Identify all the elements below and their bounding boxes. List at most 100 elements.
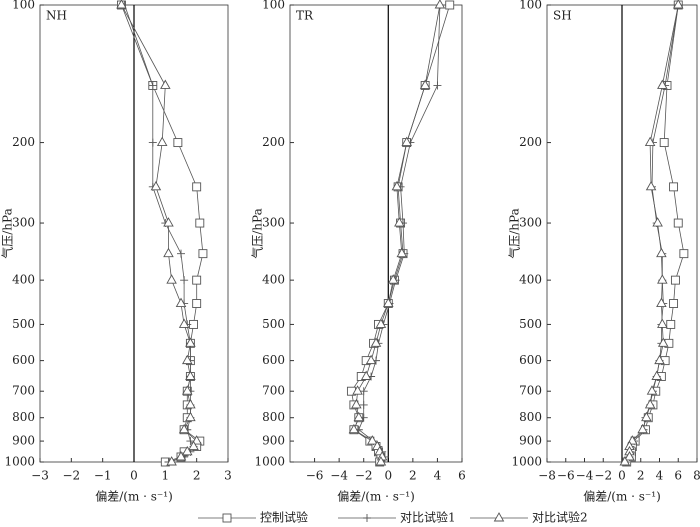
square-marker bbox=[673, 218, 683, 228]
square-marker bbox=[195, 218, 205, 228]
y-tick-label: 600 bbox=[519, 353, 542, 367]
y-tick-label: 100 bbox=[262, 0, 285, 12]
triangle-marker bbox=[657, 318, 668, 328]
triangle-marker bbox=[163, 247, 174, 258]
y-tick-label: 400 bbox=[519, 273, 542, 287]
x-axis-label: 偏差/(m · s⁻¹) bbox=[337, 489, 415, 504]
y-tick-label: 900 bbox=[12, 434, 35, 448]
triangle-marker bbox=[178, 423, 190, 434]
triangle-marker bbox=[656, 247, 667, 258]
x-tick-label: 4 bbox=[656, 469, 664, 483]
triangle-marker bbox=[367, 435, 378, 445]
legend-label: 对比试验1 bbox=[400, 510, 456, 525]
triangle-marker bbox=[401, 136, 412, 147]
square-marker bbox=[192, 275, 202, 285]
x-axis-label: 偏差/(m · s⁻¹) bbox=[95, 489, 173, 504]
square-marker bbox=[679, 249, 689, 259]
triangle-marker bbox=[185, 411, 196, 422]
series-line bbox=[358, 4, 441, 463]
y-axis-label: 气压/hPa bbox=[250, 208, 265, 258]
y-axis-label: 气压/hPa bbox=[507, 208, 522, 258]
y-tick-label: 200 bbox=[262, 135, 285, 149]
triangle-marker bbox=[185, 370, 196, 380]
y-tick-label: 600 bbox=[262, 353, 285, 367]
square-marker bbox=[222, 513, 232, 523]
triangle-marker bbox=[160, 79, 171, 89]
triangle-marker bbox=[166, 456, 177, 466]
triangle-marker bbox=[116, 0, 127, 9]
triangle-marker bbox=[672, 0, 684, 9]
series-line bbox=[353, 4, 441, 463]
triangle-marker bbox=[656, 297, 667, 307]
x-tick-label: −2 bbox=[62, 469, 80, 483]
triangle-marker bbox=[637, 423, 648, 434]
triangle-marker bbox=[394, 217, 405, 227]
plus-marker bbox=[363, 514, 371, 522]
y-tick-label: 800 bbox=[262, 410, 285, 424]
x-tick-label: 2 bbox=[637, 469, 645, 483]
square-marker bbox=[659, 138, 669, 148]
panel-title: NH bbox=[46, 9, 67, 23]
square-marker bbox=[669, 299, 679, 308]
triangle-marker bbox=[375, 456, 387, 466]
y-tick-label: 500 bbox=[12, 317, 35, 331]
panel-title: SH bbox=[553, 9, 572, 23]
plus-marker bbox=[148, 138, 157, 147]
y-tick-label: 100 bbox=[12, 0, 35, 12]
plus-marker bbox=[359, 400, 368, 409]
y-tick-label: 200 bbox=[12, 135, 35, 149]
x-tick-label: −3 bbox=[31, 469, 49, 483]
triangle-marker bbox=[175, 297, 187, 307]
triangle-marker bbox=[166, 274, 177, 284]
x-tick-label: −2 bbox=[594, 469, 612, 483]
plus-marker bbox=[433, 81, 442, 90]
y-tick-label: 500 bbox=[262, 317, 285, 331]
y-tick-label: 300 bbox=[12, 216, 35, 230]
triangle-marker bbox=[156, 136, 168, 147]
triangle-marker bbox=[370, 337, 382, 347]
square-marker bbox=[198, 249, 208, 259]
y-tick-label: 800 bbox=[12, 410, 35, 424]
y-tick-label: 700 bbox=[12, 384, 35, 398]
y-tick-label: 900 bbox=[262, 434, 285, 448]
x-tick-label: −1 bbox=[94, 469, 112, 483]
y-tick-label: 300 bbox=[519, 216, 542, 230]
x-tick-label: 2 bbox=[409, 469, 417, 483]
triangle-marker bbox=[185, 398, 196, 409]
y-axis-label: 气压/hPa bbox=[0, 208, 15, 258]
plus-marker bbox=[359, 387, 368, 396]
triangle-marker bbox=[353, 411, 365, 422]
x-tick-label: 3 bbox=[224, 469, 232, 483]
plus-marker bbox=[177, 249, 185, 258]
y-tick-label: 800 bbox=[519, 410, 542, 424]
x-tick-label: −8 bbox=[538, 469, 556, 483]
triangle-marker bbox=[185, 337, 196, 347]
triangle-marker bbox=[645, 180, 657, 191]
square-marker bbox=[173, 138, 183, 148]
triangle-marker bbox=[657, 274, 668, 284]
triangle-marker bbox=[641, 411, 652, 422]
y-tick-label: 300 bbox=[262, 216, 285, 230]
triangle-marker bbox=[351, 398, 362, 409]
x-tick-label: 6 bbox=[458, 469, 466, 483]
triangle-marker bbox=[396, 247, 408, 258]
triangle-marker bbox=[493, 512, 505, 522]
y-tick-label: 1000 bbox=[511, 455, 542, 469]
y-tick-label: 1000 bbox=[254, 455, 285, 469]
triangle-marker bbox=[175, 451, 187, 461]
y-tick-label: 400 bbox=[262, 273, 285, 287]
legend-label: 控制试验 bbox=[260, 510, 308, 525]
square-marker bbox=[669, 182, 679, 192]
triangle-marker bbox=[619, 456, 631, 466]
panel-title: TR bbox=[296, 9, 314, 23]
triangle-marker bbox=[188, 440, 199, 450]
triangle-marker bbox=[646, 385, 658, 395]
x-tick-label: −4 bbox=[576, 469, 594, 483]
triangle-marker bbox=[654, 354, 665, 365]
triangle-marker bbox=[383, 297, 394, 307]
y-tick-label: 700 bbox=[519, 384, 542, 398]
triangle-marker bbox=[434, 0, 446, 9]
x-tick-label: 6 bbox=[674, 469, 682, 483]
triangle-marker bbox=[181, 385, 193, 395]
